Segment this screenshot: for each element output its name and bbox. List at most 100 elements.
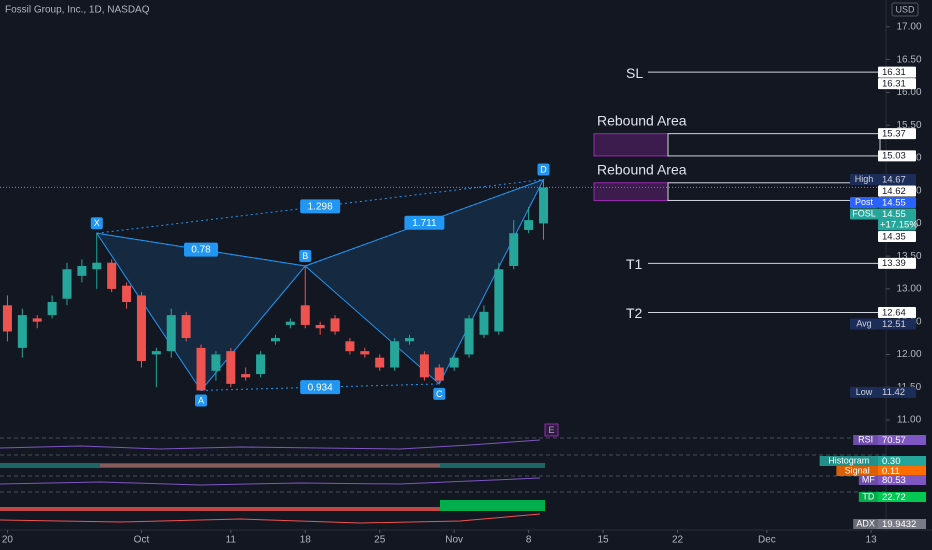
candle-body [270, 338, 280, 342]
candle-body [524, 220, 534, 230]
indicator-value-box [878, 519, 926, 529]
candle-body [419, 354, 429, 378]
price-tag-label: 14.67 [882, 174, 906, 185]
pattern-point-label: D [540, 164, 547, 174]
pattern-point-box [195, 394, 208, 407]
price-tag [878, 386, 916, 398]
indicator-value: 70.57 [882, 435, 906, 446]
x-tick-label: Nov [445, 535, 463, 546]
candle-body [77, 265, 87, 276]
candle-body [62, 269, 72, 299]
level-label: T2 [626, 305, 643, 321]
candle-body [434, 367, 444, 381]
pattern-point-box [299, 249, 312, 262]
event-marker: E [548, 425, 554, 435]
x-tick-label: 8 [526, 535, 532, 546]
rsi-line [0, 439, 541, 450]
indicator-value: 0.30 [882, 456, 901, 467]
indicator-name-box [853, 519, 878, 529]
pattern-point-label: C [436, 389, 443, 399]
price-tag-name-box [850, 318, 878, 330]
price-tag [878, 197, 916, 209]
price-tag-label: 15.37 [882, 128, 906, 139]
y-tick-label: 12.00 [896, 349, 921, 360]
indicator-name: TD [862, 492, 874, 502]
candle-body [47, 302, 57, 316]
zone-outline [667, 133, 881, 157]
price-tag-change: +17.15% [880, 220, 918, 231]
price-tag-name: Low [856, 387, 873, 397]
candle-body [539, 187, 549, 224]
indicator-name-box [858, 475, 878, 485]
indicator-name-box [819, 456, 878, 466]
x-tick-label: 15 [598, 535, 610, 546]
candle-body [449, 357, 459, 368]
indicator-name: MF [862, 475, 875, 485]
candle-body [404, 338, 414, 342]
dmi-strip [440, 500, 545, 511]
price-tag [878, 150, 916, 162]
pattern-point-label: A [198, 395, 204, 405]
ratio-label: 0.78 [191, 245, 211, 256]
candle-body [211, 354, 221, 371]
y-tick-label: 16.00 [896, 87, 921, 98]
price-tag-name: High [855, 174, 874, 184]
ratio-label: 1.711 [412, 218, 437, 229]
candle-body [107, 262, 117, 289]
price-tag-label: 14.55 [882, 209, 906, 220]
candle-body [330, 318, 340, 332]
candle-body [360, 351, 370, 355]
candle-body [256, 354, 266, 375]
candle-body [390, 341, 400, 368]
price-tag-name-box [850, 208, 878, 220]
price-tag-name-box [850, 386, 878, 398]
chart-title: Fossil Group, Inc., 1D, NASDAQ [5, 5, 150, 16]
mf-line [0, 477, 541, 486]
y-tick-label: 13.50 [896, 251, 921, 262]
price-tag [878, 318, 916, 330]
y-tick-label: 16.50 [896, 54, 921, 65]
candle-body [494, 269, 504, 332]
price-tag-name: Avg [856, 319, 871, 329]
price-tag [878, 185, 916, 197]
y-tick-label: 11.00 [897, 415, 922, 426]
price-tag-name-box [850, 174, 878, 186]
price-tag-label: 16.31 [882, 78, 906, 89]
candle-body [464, 318, 474, 355]
indicator-name: ADX [856, 519, 875, 529]
indicator-value-box [878, 456, 926, 466]
candle-body [2, 305, 12, 332]
candle-body [17, 315, 27, 348]
indicator-value: 22.72 [882, 492, 906, 503]
level-label: T1 [626, 256, 643, 272]
pattern-point-box [90, 217, 103, 230]
x-tick-label: 20 [2, 535, 14, 546]
price-tag [878, 174, 916, 186]
price-tag [878, 66, 916, 78]
x-tick-label: 18 [300, 535, 312, 546]
indicator-panes [0, 437, 886, 524]
indicator-name-box [836, 466, 878, 476]
y-tick-label: 15.50 [896, 120, 921, 131]
candle-body [166, 315, 176, 352]
level-label: SL [626, 65, 643, 81]
candle-body [122, 285, 132, 303]
indicator-name-box [853, 435, 878, 445]
indicator-value: 19.9432 [882, 519, 916, 530]
price-tag-label: 13.39 [882, 258, 906, 269]
pattern-point-box [537, 163, 550, 176]
candle-body [32, 318, 42, 322]
zone-label: Rebound Area [597, 112, 687, 128]
indicator-value-box [878, 475, 926, 485]
price-tag-label: 14.62 [882, 186, 906, 197]
candle-body [300, 305, 310, 325]
price-tag [878, 231, 916, 243]
ratio-box [300, 380, 341, 395]
price-tag-label: 14.55 [882, 197, 906, 208]
ratio-label: 0.934 [308, 382, 333, 393]
candle-body [241, 374, 251, 378]
price-tag-label: 15.03 [882, 151, 906, 162]
price-tag-name: FOSL [852, 209, 876, 219]
candle-body [92, 262, 102, 270]
